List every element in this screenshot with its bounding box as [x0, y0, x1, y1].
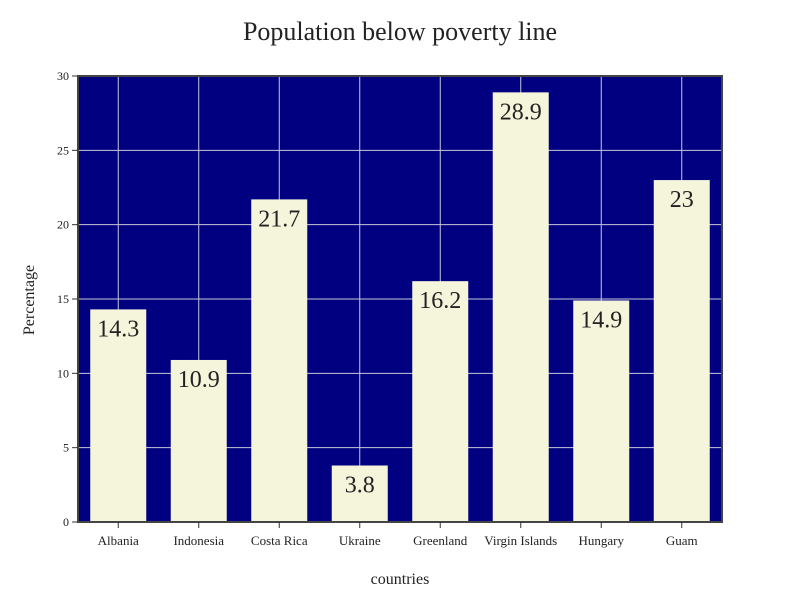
- x-tick-label: Hungary: [579, 533, 625, 548]
- bar: [90, 309, 147, 522]
- y-tick-label: 15: [57, 292, 69, 306]
- bar-value-labels: 14.3 10.9 21.7 3.8 16.2 28.9 14.9 23: [97, 99, 694, 498]
- y-tick-label: 5: [63, 441, 69, 455]
- x-axis-title: countries: [371, 571, 430, 588]
- bar: [170, 359, 227, 522]
- y-tick-label: 30: [57, 69, 69, 83]
- bar-value-label: 28.9: [500, 99, 542, 125]
- bar: [251, 199, 308, 523]
- y-tick-label: 25: [57, 143, 69, 157]
- x-axis-ticks: Albania Indonesia Costa Rica Ukraine Greenla…: [98, 522, 698, 548]
- bar: [653, 180, 710, 523]
- y-axis-title: Percentage: [21, 265, 38, 335]
- y-tick-label: 20: [57, 218, 69, 232]
- x-tick-label: Albania: [98, 533, 139, 548]
- y-tick-label: 0: [63, 515, 69, 529]
- bar-value-label: 14.9: [580, 307, 622, 333]
- y-axis-ticks: 0 5 10 15 20 25 30: [57, 69, 78, 529]
- bar-value-label: 10.9: [178, 367, 220, 393]
- x-tick-label: Virgin Islands: [484, 533, 557, 548]
- bar-value-label: 16.2: [419, 288, 461, 314]
- x-tick-label: Costa Rica: [251, 533, 308, 548]
- x-tick-label: Ukraine: [339, 533, 381, 548]
- bar: [331, 465, 388, 522]
- x-tick-label: Guam: [666, 533, 698, 548]
- bars: [90, 92, 710, 523]
- x-tick-label: Greenland: [413, 533, 468, 548]
- chart-title: Population below poverty line: [243, 17, 557, 46]
- bar-value-label: 23: [670, 187, 694, 213]
- bar: [573, 300, 630, 522]
- bar: [412, 281, 469, 522]
- bar-value-label: 3.8: [345, 473, 375, 499]
- bar-value-label: 21.7: [258, 206, 300, 232]
- bar-value-label: 14.3: [97, 316, 139, 342]
- x-tick-label: Indonesia: [173, 533, 224, 548]
- bar: [492, 92, 549, 522]
- y-tick-label: 10: [57, 366, 69, 380]
